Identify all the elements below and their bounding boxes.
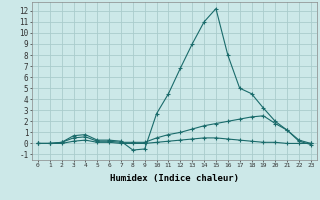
X-axis label: Humidex (Indice chaleur): Humidex (Indice chaleur)	[110, 174, 239, 183]
